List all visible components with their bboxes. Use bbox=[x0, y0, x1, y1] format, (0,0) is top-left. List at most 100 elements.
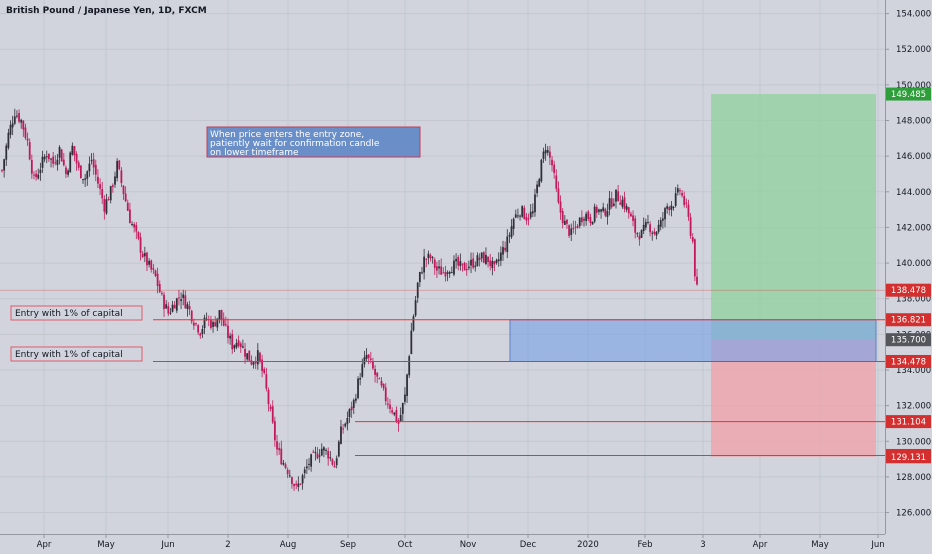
candle-body bbox=[235, 342, 238, 348]
candle-body bbox=[657, 224, 660, 232]
candle-body bbox=[408, 356, 411, 376]
candle-body bbox=[50, 158, 52, 160]
level-lines bbox=[0, 289, 885, 456]
candle-body bbox=[457, 257, 460, 266]
candle-body bbox=[3, 159, 6, 171]
candle-body bbox=[169, 312, 172, 314]
price-badge-level: 134.478 bbox=[891, 357, 926, 367]
candle-body bbox=[82, 179, 84, 181]
price-axis[interactable]: 154.000 152.000 150.000 148.000 146.000 144.0… bbox=[885, 0, 932, 550]
candle-body bbox=[642, 224, 645, 231]
candle-body bbox=[167, 306, 170, 314]
candle-body bbox=[171, 304, 174, 312]
candle-body bbox=[160, 293, 163, 295]
candle-body bbox=[412, 316, 415, 331]
candle-body bbox=[88, 163, 91, 172]
candle-body bbox=[111, 185, 114, 187]
candle-body bbox=[182, 294, 185, 298]
candle-body bbox=[563, 220, 566, 225]
candle-body bbox=[75, 153, 78, 164]
entry-zone[interactable] bbox=[509, 319, 877, 362]
candles bbox=[1, 108, 698, 492]
target-zone[interactable] bbox=[711, 94, 876, 340]
candle-body bbox=[502, 247, 504, 255]
y-tick-label: 130.000 bbox=[896, 437, 931, 447]
candle-body bbox=[476, 255, 479, 266]
candle-body bbox=[480, 252, 483, 259]
candle-body bbox=[297, 483, 300, 488]
candle-body bbox=[263, 369, 266, 374]
candle-body bbox=[116, 160, 119, 179]
candle-body bbox=[24, 127, 27, 139]
candle-body bbox=[363, 357, 366, 365]
candle-body bbox=[465, 268, 468, 271]
price-badge-level: 131.104 bbox=[891, 418, 926, 428]
candle-body bbox=[608, 198, 611, 210]
x-tick-label: Apr bbox=[37, 540, 52, 550]
candle-body bbox=[233, 345, 236, 349]
candle-body bbox=[506, 236, 509, 253]
candle-body bbox=[672, 206, 675, 208]
candle-body bbox=[237, 340, 240, 346]
x-tick-label: May bbox=[97, 540, 115, 550]
candle-body bbox=[54, 162, 57, 164]
price-badge-level-bg bbox=[886, 415, 931, 429]
candle-body bbox=[493, 261, 496, 265]
y-tick-label: 142.000 bbox=[896, 223, 931, 233]
candle-body bbox=[90, 160, 93, 162]
candle-body bbox=[615, 189, 617, 202]
candle-body bbox=[659, 220, 662, 227]
y-tick-label: 128.000 bbox=[896, 473, 931, 483]
candle-body bbox=[561, 210, 564, 224]
price-badge-neutral-bg bbox=[886, 333, 931, 347]
candle-body bbox=[316, 453, 319, 459]
candle-body bbox=[203, 317, 206, 329]
candle-body bbox=[555, 175, 558, 189]
candle-body bbox=[453, 260, 455, 275]
candle-body bbox=[604, 208, 607, 216]
candle-body bbox=[504, 247, 507, 251]
candle-body bbox=[73, 146, 76, 156]
candle-body bbox=[11, 123, 14, 128]
candle-body bbox=[124, 193, 127, 202]
entry-label-box-2[interactable] bbox=[10, 346, 143, 362]
candle-body bbox=[670, 205, 673, 210]
candle-body bbox=[5, 145, 8, 160]
candle-body bbox=[553, 164, 556, 173]
candle-body bbox=[630, 213, 632, 217]
candle-body bbox=[120, 170, 123, 184]
candle-body bbox=[595, 207, 598, 213]
candle-body bbox=[544, 150, 547, 154]
candle-body bbox=[195, 323, 197, 325]
candle-body bbox=[393, 412, 396, 415]
candle-body bbox=[668, 206, 671, 211]
candle-body bbox=[178, 297, 180, 299]
candle-body bbox=[696, 276, 698, 285]
candle-body bbox=[265, 374, 268, 389]
time-axis[interactable]: Apr May Jun 2 Aug Sep Oct Nov Dec 2020 Feb 3 Apr May J… bbox=[0, 534, 885, 550]
candle-body bbox=[348, 409, 351, 417]
y-tick-label: 146.000 bbox=[896, 152, 931, 162]
candle-body bbox=[173, 304, 176, 309]
candle-body bbox=[589, 217, 592, 223]
candle-body bbox=[580, 217, 583, 223]
annotation-box[interactable] bbox=[206, 126, 421, 158]
price-badge-level-bg bbox=[886, 450, 931, 464]
y-tick-label: 138.000 bbox=[896, 295, 931, 305]
candle-body bbox=[22, 120, 25, 130]
candle-body bbox=[369, 358, 372, 360]
candle-body bbox=[664, 208, 666, 220]
candle-body bbox=[267, 389, 270, 405]
candle-body bbox=[354, 398, 357, 401]
candle-body bbox=[199, 333, 202, 336]
candle-body bbox=[570, 228, 573, 235]
candle-body bbox=[156, 273, 159, 286]
entry-label-box-1[interactable] bbox=[10, 305, 143, 321]
candle-body bbox=[365, 354, 368, 359]
candle-body bbox=[318, 455, 321, 457]
candle-body bbox=[587, 211, 590, 219]
candle-body bbox=[9, 124, 12, 135]
x-tick-label: May bbox=[811, 540, 829, 550]
